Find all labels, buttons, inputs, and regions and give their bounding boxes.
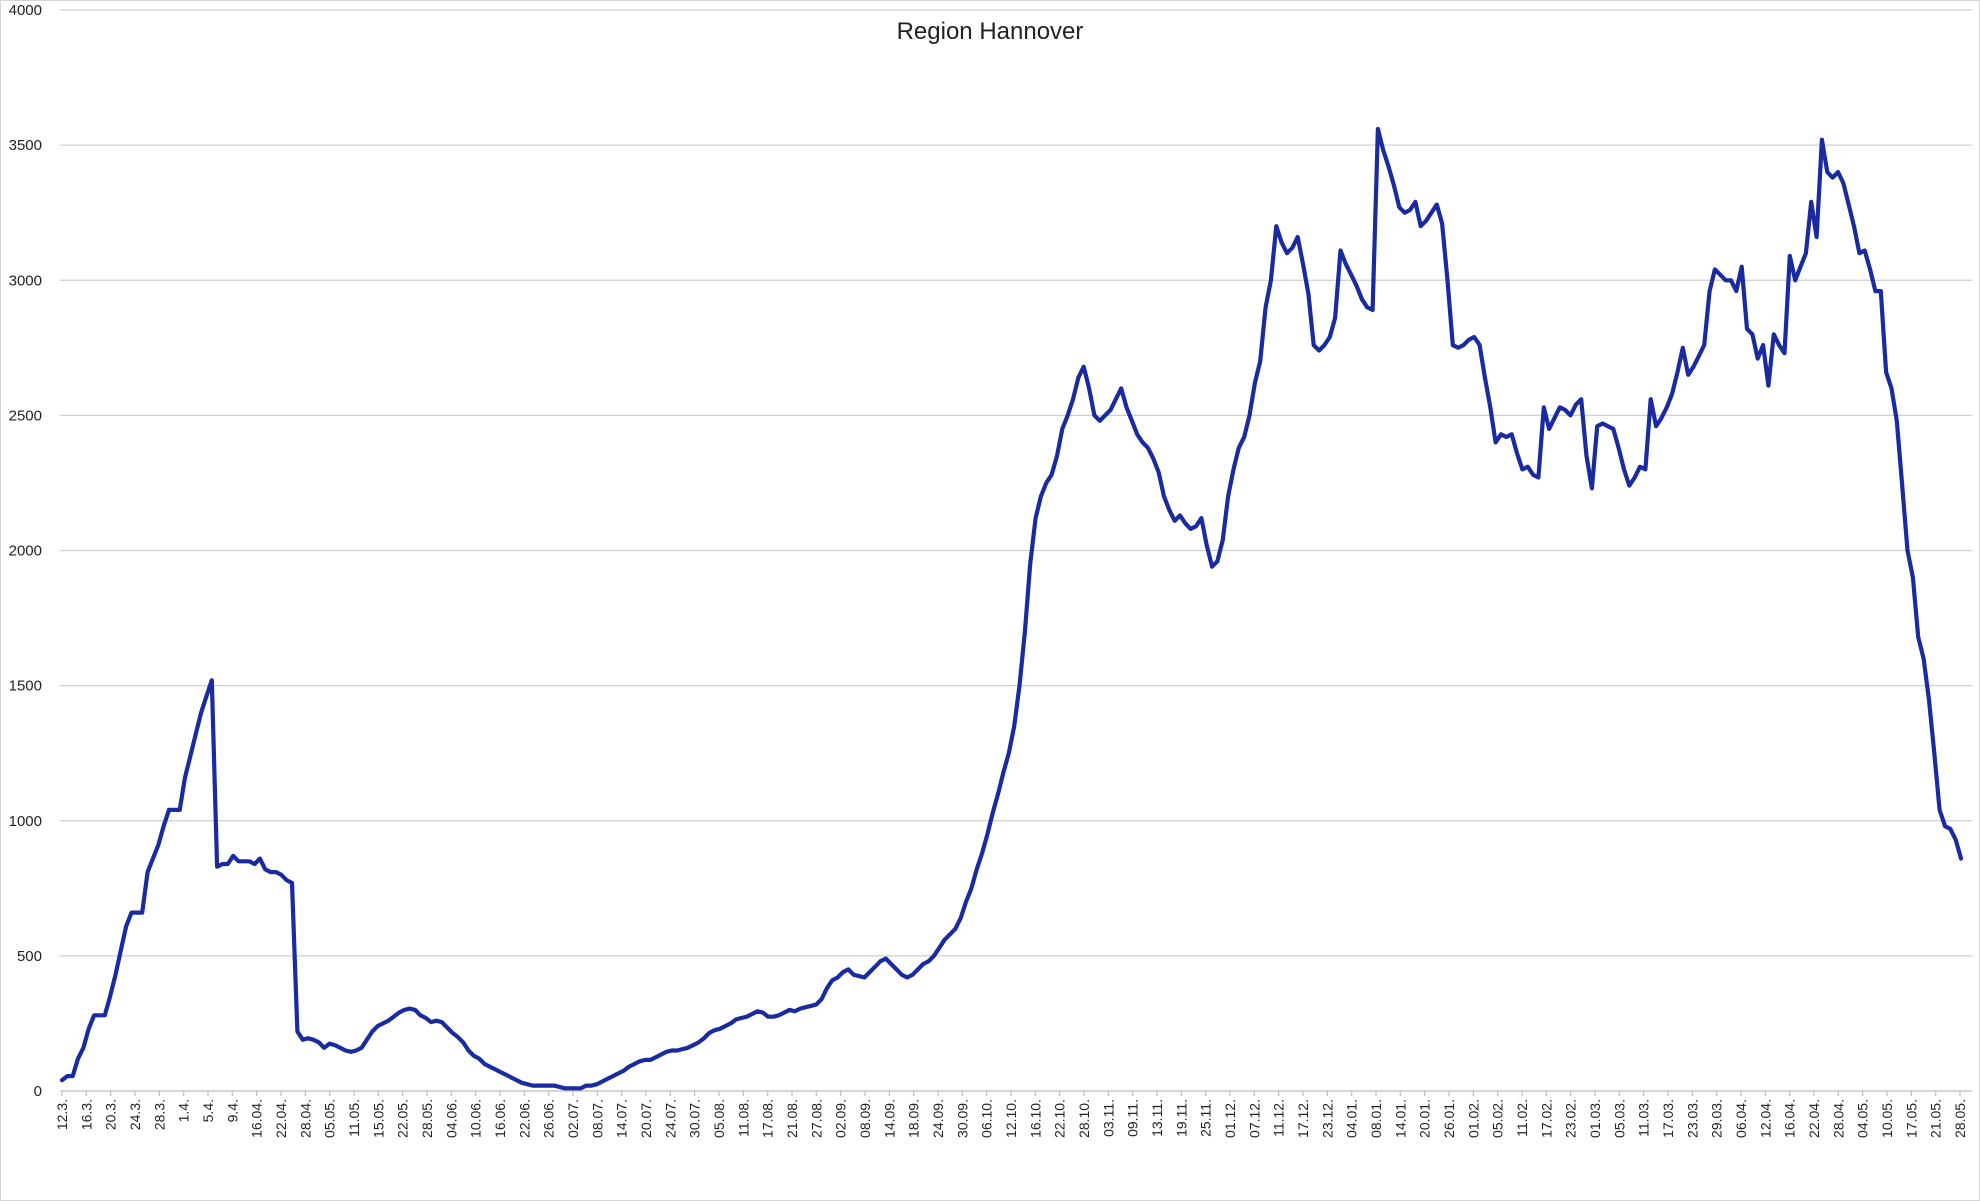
x-tick-label: 21.05. [1928, 1099, 1944, 1138]
x-tick-label: 17.03. [1660, 1099, 1676, 1138]
x-tick-label: 28.04. [1830, 1099, 1846, 1138]
x-axis-tick-labels: 12.3. 16.3. 20.3. 24.3. 28.3. 1.4. 5.4. 9.4. 16.… [54, 1091, 1968, 1138]
x-tick-label: 14.01. [1392, 1099, 1408, 1138]
y-tick-label: 4000 [9, 2, 42, 19]
x-tick-label: 16.06. [492, 1099, 508, 1138]
x-tick-label: 10.05. [1879, 1099, 1895, 1138]
x-tick-label: 22.05. [395, 1099, 411, 1138]
series-line [59, 126, 1964, 1091]
x-tick-label: 16.04. [249, 1099, 265, 1138]
x-tick-label: 28.10. [1076, 1099, 1092, 1138]
x-tick-label: 17.12. [1295, 1099, 1311, 1138]
x-tick-label: 28.3. [151, 1099, 167, 1130]
x-tick-label: 01.02. [1465, 1099, 1481, 1138]
x-tick-label: 14.07. [614, 1099, 630, 1138]
y-tick-label: 3500 [9, 137, 42, 154]
x-tick-label: 17.02. [1538, 1099, 1554, 1138]
x-tick-label: 02.07. [565, 1099, 581, 1138]
y-tick-label: 0 [34, 1083, 42, 1100]
x-tick-label: 03.11. [1100, 1099, 1116, 1137]
x-tick-label: 22.10. [1052, 1099, 1068, 1138]
x-tick-label: 12.3. [54, 1099, 70, 1130]
x-tick-label: 05.05. [322, 1099, 338, 1138]
x-tick-label: 11.08. [735, 1099, 751, 1137]
x-tick-label: 04.05. [1855, 1099, 1871, 1138]
x-tick-label: 08.09. [857, 1099, 873, 1138]
x-tick-label: 16.04. [1782, 1099, 1798, 1138]
x-tick-label: 05.03. [1611, 1099, 1627, 1138]
y-tick-label: 2500 [9, 407, 42, 424]
x-tick-label: 26.01. [1441, 1099, 1457, 1138]
x-tick-label: 12.04. [1757, 1099, 1773, 1138]
x-tick-label: 12.10. [1003, 1099, 1019, 1138]
x-tick-label: 11.02. [1514, 1099, 1530, 1137]
x-tick-label: 10.06. [468, 1099, 484, 1138]
x-tick-label: 23.03. [1684, 1099, 1700, 1138]
x-tick-label: 08.07. [589, 1099, 605, 1138]
x-tick-label: 01.03. [1587, 1099, 1603, 1138]
x-tick-label: 23.02. [1563, 1099, 1579, 1138]
y-tick-label: 1500 [9, 678, 42, 695]
x-tick-label: 11.05. [346, 1099, 362, 1137]
x-tick-label: 23.12. [1319, 1099, 1335, 1138]
x-tick-label: 13.11. [1149, 1099, 1165, 1137]
x-tick-label: 22.04. [273, 1099, 289, 1138]
x-tick-label: 18.09. [906, 1099, 922, 1138]
x-tick-label: 17.05. [1903, 1099, 1919, 1138]
y-tick-label: 3000 [9, 272, 42, 289]
x-tick-label: 24.07. [662, 1099, 678, 1138]
x-tick-label: 05.08. [711, 1099, 727, 1138]
x-tick-label: 20.01. [1417, 1099, 1433, 1138]
x-tick-label: 06.04. [1733, 1099, 1749, 1138]
x-tick-label: 27.08. [808, 1099, 824, 1138]
x-tick-label: 29.03. [1709, 1099, 1725, 1138]
x-tick-label: 28.05. [1952, 1099, 1968, 1138]
x-tick-label: 09.11. [1125, 1099, 1141, 1137]
y-tick-label: 500 [17, 948, 42, 965]
x-tick-label: 9.4. [224, 1099, 240, 1122]
x-tick-label: 24.09. [930, 1099, 946, 1138]
x-tick-label: 28.05. [419, 1099, 435, 1138]
x-tick-label: 14.09. [881, 1099, 897, 1138]
chart-title: Region Hannover [897, 18, 1084, 45]
x-tick-label: 16.10. [1027, 1099, 1043, 1138]
x-tick-label: 01.12. [1222, 1099, 1238, 1138]
x-tick-label: 1.4. [176, 1099, 192, 1122]
x-tick-label: 24.3. [127, 1099, 143, 1130]
x-tick-label: 30.09. [954, 1099, 970, 1138]
x-tick-label: 07.12. [1246, 1099, 1262, 1138]
y-tick-label: 2000 [9, 543, 42, 560]
x-tick-label: 5.4. [200, 1099, 216, 1122]
gridlines [60, 9, 1972, 1092]
x-tick-label: 17.08. [760, 1099, 776, 1138]
x-tick-label: 11.12. [1271, 1099, 1287, 1137]
x-tick-label: 02.09. [833, 1099, 849, 1138]
x-tick-label: 25.11. [1198, 1099, 1214, 1137]
x-tick-label: 21.08. [784, 1099, 800, 1138]
x-tick-label: 28.04. [297, 1099, 313, 1138]
x-tick-label: 26.06. [541, 1099, 557, 1138]
x-tick-label: 30.07. [687, 1099, 703, 1138]
x-tick-label: 22.06. [516, 1099, 532, 1138]
x-tick-label: 20.3. [103, 1099, 119, 1130]
x-tick-label: 19.11. [1173, 1099, 1189, 1137]
series-layer [59, 126, 1964, 1091]
y-axis-tick-labels: 0 500 1000 1500 2000 2500 3000 3500 4000 [9, 2, 42, 1100]
x-tick-label: 16.3. [78, 1099, 94, 1130]
x-tick-label: 04.06. [443, 1099, 459, 1138]
x-tick-label: 05.02. [1490, 1099, 1506, 1138]
x-tick-label: 08.01. [1368, 1099, 1384, 1138]
x-tick-label: 15.05. [370, 1099, 386, 1138]
x-tick-label: 20.07. [638, 1099, 654, 1138]
x-tick-label: 11.03. [1636, 1099, 1652, 1137]
y-tick-label: 1000 [9, 813, 42, 830]
x-tick-label: 04.01. [1344, 1099, 1360, 1138]
x-tick-label: 22.04. [1806, 1099, 1822, 1138]
x-tick-label: 06.10. [979, 1099, 995, 1138]
